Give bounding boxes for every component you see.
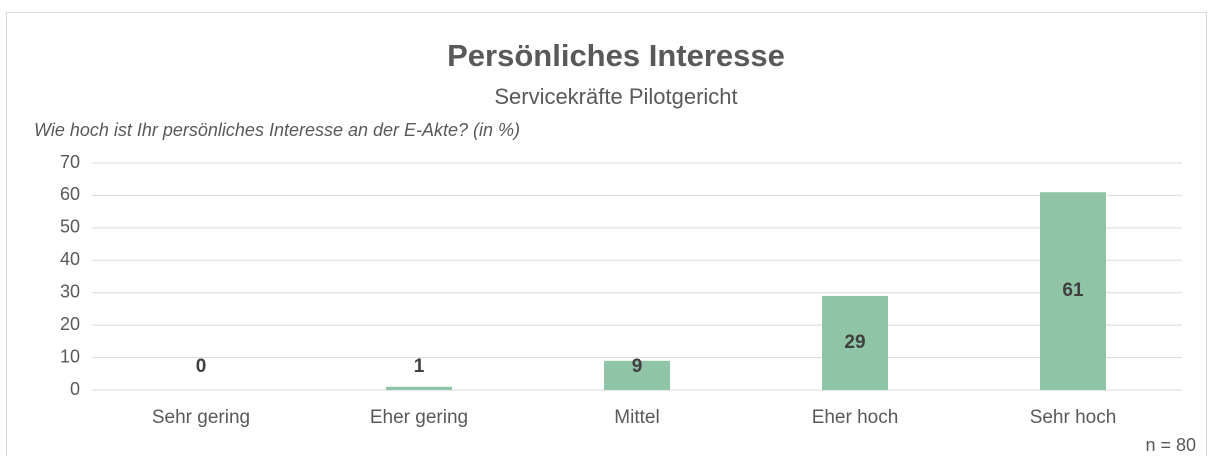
y-tick-label: 70 [60,152,80,172]
y-tick-label: 60 [60,184,80,204]
data-label: 9 [632,356,643,377]
bar [604,360,670,390]
x-tick-label: Eher hoch [812,407,899,428]
y-tick-label: 50 [60,217,80,237]
data-label: 61 [1062,280,1084,301]
axis-question: Wie hoch ist Ihr persönliches Interesse … [34,120,520,140]
y-tick-label: 0 [70,379,80,399]
bar [386,386,452,390]
x-tick-label: Eher gering [370,407,468,428]
y-tick-label: 30 [60,281,80,301]
bar [1040,192,1106,390]
bar [822,295,888,390]
data-label: 29 [844,332,865,353]
x-tick-label: Sehr hoch [1030,407,1117,428]
sample-note: n = 80 [1145,435,1196,455]
x-tick-label: Mittel [614,407,659,428]
chart-title: Persönliches Interesse [447,38,785,73]
y-tick-label: 10 [60,346,80,366]
x-tick-label: Sehr gering [152,407,250,428]
data-label: 1 [414,356,425,377]
y-tick-label: 20 [60,314,80,334]
y-tick-label: 40 [60,249,80,269]
chart-subtitle: Servicekräfte Pilotgericht [494,84,737,109]
data-label: 0 [196,356,207,377]
